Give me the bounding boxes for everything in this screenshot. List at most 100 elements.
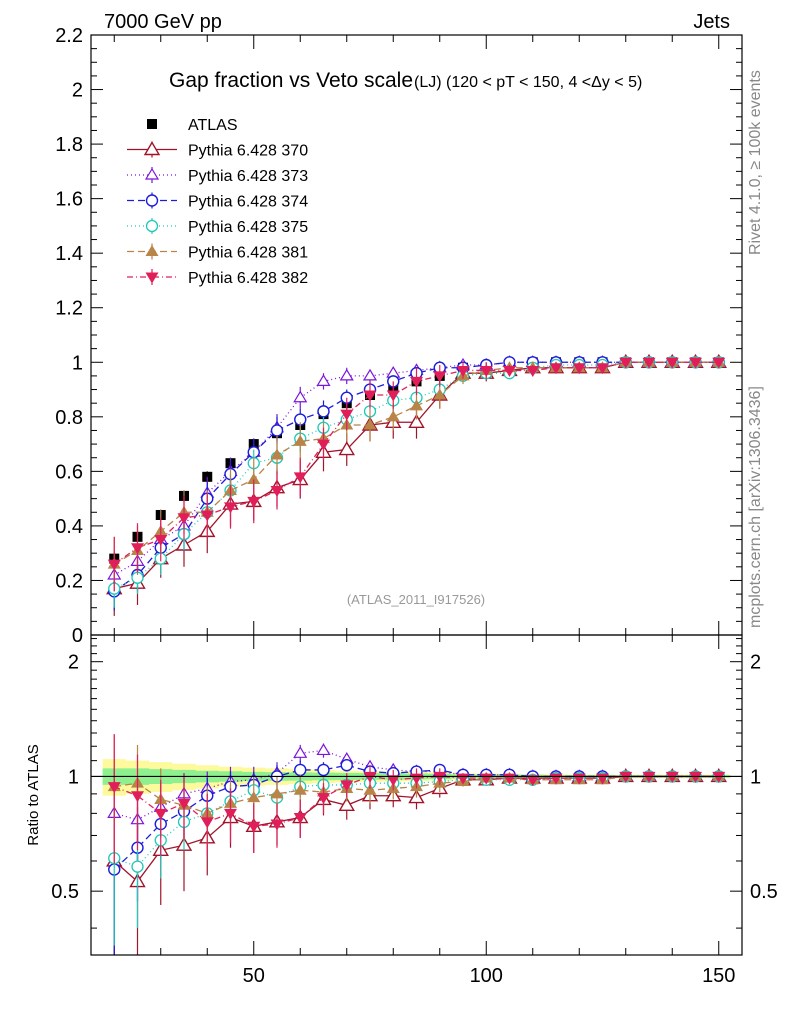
main-ytick-label: 0.8 xyxy=(55,407,83,429)
data-point xyxy=(642,357,656,369)
series-pythia-6-428-382 xyxy=(107,357,726,592)
ratio-point xyxy=(293,783,307,795)
ratio-point xyxy=(340,759,353,772)
data-point xyxy=(270,448,284,460)
main-ytick-label: 1.6 xyxy=(55,189,83,211)
data-point xyxy=(712,357,726,369)
legend-entry: Pythia 6.428 373 xyxy=(127,167,308,185)
main-ytick-label: 1.8 xyxy=(55,134,83,156)
ratio-point xyxy=(526,775,540,787)
ratio-point xyxy=(433,771,447,783)
data-point xyxy=(340,409,354,421)
legend-entry: Pythia 6.428 375 xyxy=(127,218,308,236)
legend-entry: ATLAS xyxy=(147,117,238,134)
ratio-point xyxy=(619,771,633,783)
data-point xyxy=(456,365,470,377)
ratio-point xyxy=(224,808,237,820)
data-point xyxy=(247,473,261,485)
main-ytick-label: 1 xyxy=(72,352,83,374)
data-point xyxy=(293,434,307,446)
main-ytick-label: 1.4 xyxy=(55,243,83,265)
ratio-ytick-label: 0.5 xyxy=(51,881,79,903)
ratio-xtick-label: 100 xyxy=(470,965,503,987)
ratio-pythia-6-428-370 xyxy=(106,768,727,955)
header-left: 7000 GeV pp xyxy=(104,11,222,33)
analysis-watermark: (ATLAS_2011_I917526) xyxy=(347,592,485,607)
data-point xyxy=(293,472,307,484)
ratio-ytick-label-right: 0.5 xyxy=(750,881,778,903)
data-point xyxy=(689,357,702,369)
data-point xyxy=(362,368,378,381)
ratio-series-group xyxy=(106,734,727,955)
data-point xyxy=(293,390,308,403)
ratio-point xyxy=(270,787,284,799)
data-point xyxy=(410,399,423,411)
plot-title-suffix: (LJ) (120 < pT < 150, 4 <Δy < 5) xyxy=(414,74,642,91)
header-right: Jets xyxy=(693,11,730,33)
data-point xyxy=(479,365,493,377)
main-ytick-label: 0 xyxy=(72,625,83,647)
ratio-point xyxy=(665,771,679,783)
ratio-point xyxy=(107,782,121,794)
legend-marker xyxy=(143,141,161,156)
ratio-xtick-label: 50 xyxy=(243,965,265,987)
data-point xyxy=(433,388,447,400)
ratio-ytick-label-right: 1 xyxy=(750,766,761,788)
legend-entry: Pythia 6.428 370 xyxy=(127,141,308,160)
legend-entry: Pythia 6.428 374 xyxy=(127,192,308,211)
data-point xyxy=(596,363,609,375)
data-point xyxy=(270,485,284,497)
ratio-plot-frame xyxy=(90,634,743,956)
ratio-point xyxy=(270,819,284,831)
legend-marker xyxy=(145,219,159,233)
data-point xyxy=(316,374,331,386)
legend-marker xyxy=(147,119,157,129)
ratio-point xyxy=(131,791,144,803)
main-ytick-label: 0.4 xyxy=(55,516,83,538)
legend-marker xyxy=(145,245,159,256)
main-ytick-label: 2.2 xyxy=(55,25,83,47)
data-point xyxy=(317,439,330,451)
main-series-group xyxy=(106,353,727,616)
data-point xyxy=(363,418,377,430)
legend-marker xyxy=(144,167,160,180)
ratio-point xyxy=(712,771,726,783)
ratio-point xyxy=(340,780,354,792)
legend-marker xyxy=(145,194,159,207)
data-point xyxy=(665,357,679,369)
data-point xyxy=(270,424,284,437)
ratio-point xyxy=(200,817,214,829)
ratio-point xyxy=(317,793,330,805)
data-point xyxy=(247,496,261,508)
series-line xyxy=(113,361,719,590)
ratio-pythia-6-428-373 xyxy=(107,743,726,876)
ratio-xtick-label: 150 xyxy=(702,965,735,987)
data-point xyxy=(338,441,355,456)
ratio-point xyxy=(247,821,261,833)
legend-label: Pythia 6.428 374 xyxy=(188,194,308,211)
series-line xyxy=(113,361,719,592)
legend-label: Pythia 6.428 370 xyxy=(188,143,308,160)
mcplots-label: mcplots.cern.ch [arXiv:1306.3436] xyxy=(747,386,764,628)
legend-label: ATLAS xyxy=(188,117,238,134)
legend-label: Pythia 6.428 375 xyxy=(188,219,308,236)
ratio-ylabel: Ratio to ATLAS xyxy=(25,744,42,845)
data-point xyxy=(363,390,377,402)
ratio-point xyxy=(131,860,144,873)
data-point xyxy=(317,405,330,418)
rivet-label: Rivet 4.1.0, ≥ 100k events xyxy=(747,70,764,255)
data-point xyxy=(107,559,121,571)
legend-label: Pythia 6.428 381 xyxy=(188,245,308,262)
ratio-point xyxy=(177,798,191,810)
ratio-point xyxy=(317,763,330,777)
data-point xyxy=(339,368,354,381)
main-ytick-label: 0.6 xyxy=(55,461,83,483)
ratio-point xyxy=(294,763,307,777)
legend-label: Pythia 6.428 382 xyxy=(188,270,308,287)
data-point xyxy=(224,502,237,514)
ratio-point xyxy=(689,771,702,783)
legend-marker xyxy=(145,272,159,284)
legend-entry: Pythia 6.428 382 xyxy=(127,269,308,287)
data-point xyxy=(619,357,633,369)
